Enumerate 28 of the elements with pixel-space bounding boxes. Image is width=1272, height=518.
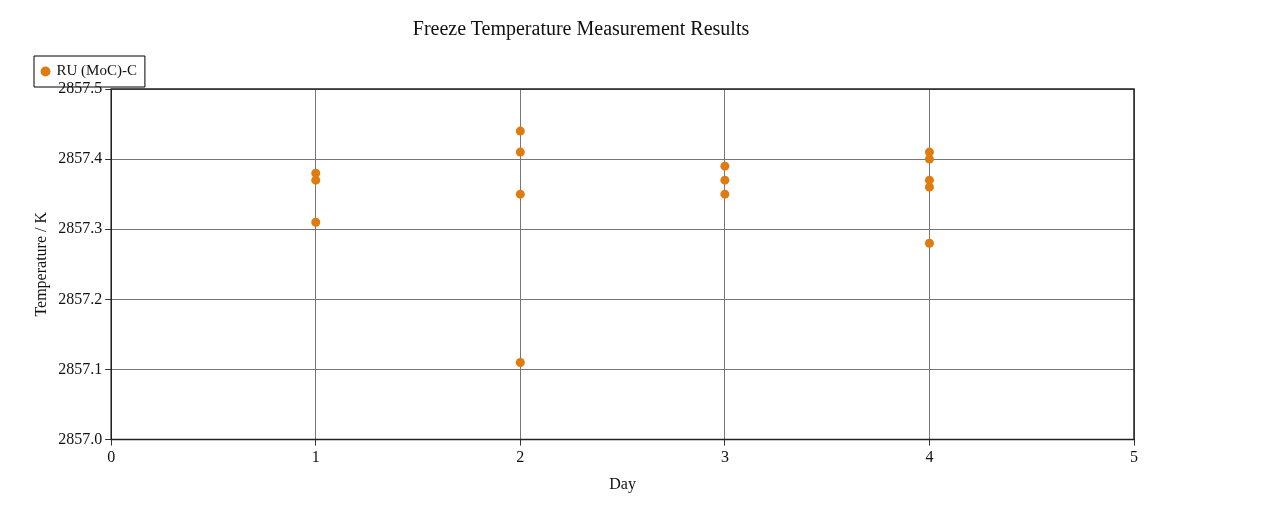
- x-axis-title: Day: [609, 474, 636, 493]
- y-tick-label: 2857.0: [58, 429, 103, 447]
- chart-title: Freeze Temperature Measurement Results: [412, 17, 750, 41]
- x-tick-label: 0: [107, 448, 116, 466]
- point: [311, 175, 321, 185]
- x-tick-label: 2: [516, 448, 525, 466]
- point: [515, 189, 525, 199]
- point: [515, 147, 525, 157]
- x-tick-label: 5: [1130, 448, 1138, 466]
- x-tick-label: 1: [311, 448, 320, 466]
- y-axis-title: Temperature / K: [31, 211, 50, 317]
- y-tick-label: 2857.4: [58, 149, 103, 167]
- point: [924, 154, 934, 164]
- point: [515, 357, 525, 367]
- x-tick-label: 4: [925, 448, 934, 466]
- point: [924, 182, 934, 192]
- point: [720, 161, 730, 171]
- y-tick-label: 2857.3: [58, 219, 103, 237]
- point: [515, 126, 525, 136]
- y-tick-label: 2857.5: [58, 79, 103, 97]
- x-tick-label: 3: [720, 448, 729, 466]
- legend-label: RU (MoC)-C: [56, 62, 137, 80]
- point: [720, 189, 730, 199]
- point: [924, 238, 934, 248]
- point: [720, 175, 730, 185]
- y-tick-label: 2857.1: [58, 359, 103, 377]
- point: [311, 217, 321, 227]
- y-tick-label: 2857.2: [58, 289, 103, 307]
